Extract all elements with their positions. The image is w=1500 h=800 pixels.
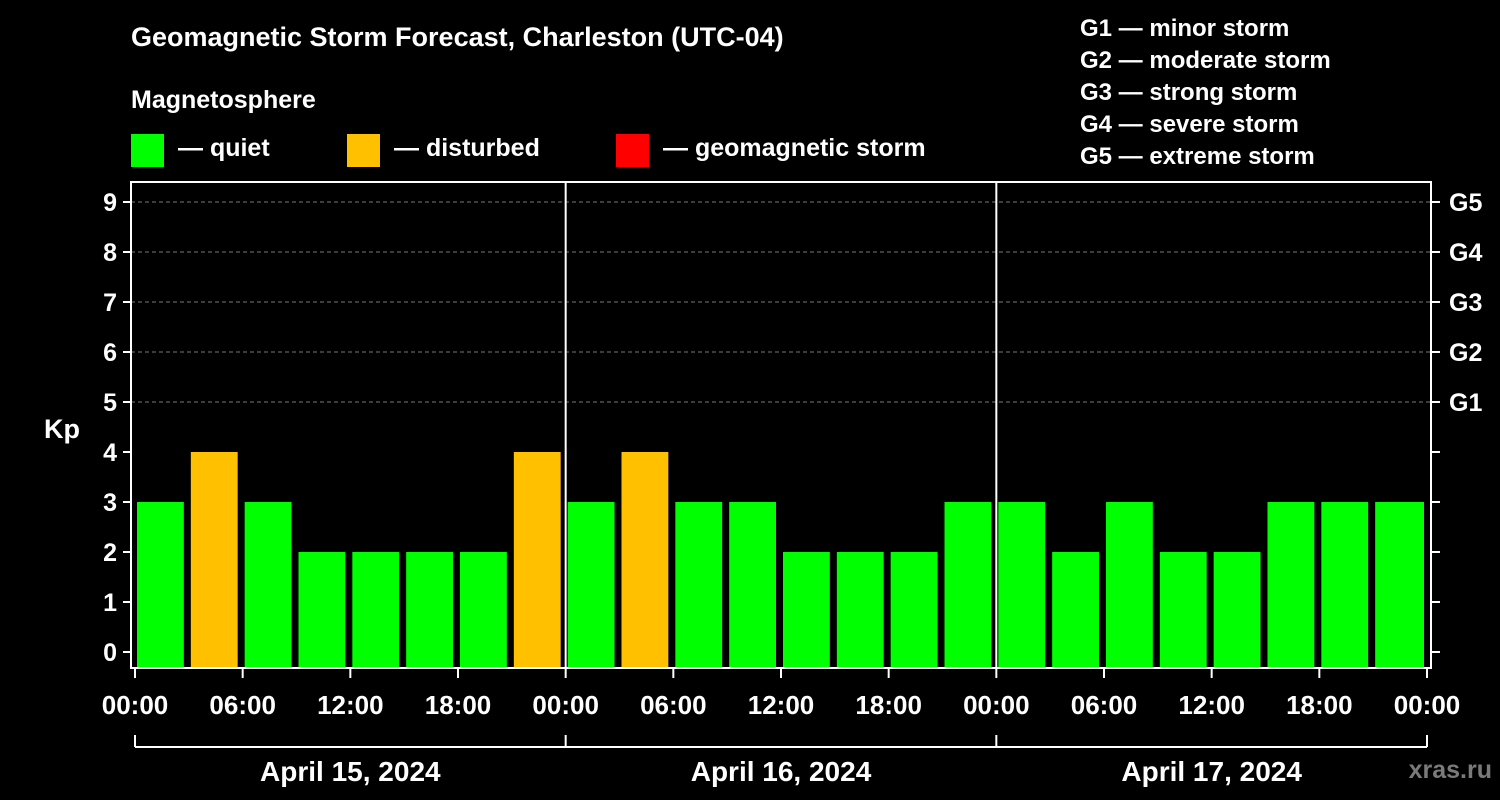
kp-bar — [998, 502, 1046, 668]
x-tick-label: 12:00 — [317, 690, 384, 720]
day-label: April 15, 2024 — [260, 756, 441, 787]
day-label: April 16, 2024 — [691, 756, 872, 787]
kp-bar — [729, 502, 776, 668]
y-tick-label: 5 — [103, 389, 117, 417]
kp-bar — [783, 552, 830, 668]
kp-bar — [352, 552, 400, 668]
storm-level-axis-label: G3 — [1449, 289, 1482, 317]
y-tick-label: 4 — [103, 439, 117, 467]
y-tick-label: 0 — [103, 639, 117, 667]
y-tick-label: 9 — [103, 189, 117, 217]
legend-disturbed-label: — disturbed — [394, 134, 540, 162]
kp-bar — [298, 552, 346, 668]
legend-storm-swatch — [616, 134, 649, 167]
legend-disturbed-swatch — [347, 134, 380, 167]
kp-bar — [513, 452, 561, 668]
y-axis-label: Kp — [44, 414, 80, 444]
kp-bar — [890, 552, 938, 668]
kp-bar — [1052, 552, 1099, 668]
day-label: April 17, 2024 — [1121, 756, 1302, 787]
x-tick-label: 00:00 — [102, 690, 169, 720]
kp-bar — [1321, 502, 1369, 668]
legend-quiet-swatch — [131, 134, 164, 167]
storm-level-g2: G2 — moderate storm — [1080, 47, 1331, 74]
x-tick-label: 00:00 — [532, 690, 599, 720]
kp-bar — [621, 452, 669, 668]
storm-level-g5: G5 — extreme storm — [1080, 143, 1315, 170]
chart-title: Geomagnetic Storm Forecast, Charleston (… — [131, 22, 784, 52]
magnetosphere-title: Magnetosphere — [131, 86, 316, 114]
legend-quiet-label: — quiet — [178, 134, 270, 162]
legend-disturbed: — disturbed — [347, 134, 577, 168]
y-tick-label: 7 — [103, 289, 117, 317]
legend-quiet: — quiet — [131, 134, 331, 168]
storm-level-axis-label: G2 — [1449, 339, 1482, 367]
y-tick-label: 6 — [103, 339, 117, 367]
y-tick-label: 3 — [103, 489, 117, 517]
kp-bar — [1267, 502, 1315, 668]
x-tick-label: 18:00 — [855, 690, 922, 720]
storm-level-g3: G3 — strong storm — [1080, 79, 1298, 106]
kp-bar — [244, 502, 292, 668]
kp-bar — [1213, 552, 1261, 668]
y-tick-label: 8 — [103, 239, 117, 267]
x-tick-label: 00:00 — [963, 690, 1030, 720]
watermark: xras.ru — [1408, 756, 1492, 784]
kp-bar — [190, 452, 238, 668]
kp-bar — [1375, 502, 1424, 668]
x-tick-label: 06:00 — [1071, 690, 1138, 720]
kp-bar — [1106, 502, 1153, 668]
kp-bar — [406, 552, 453, 668]
storm-level-axis-label: G1 — [1449, 389, 1482, 417]
x-tick-label: 12:00 — [748, 690, 815, 720]
y-tick-label: 2 — [103, 539, 117, 567]
x-tick-label: 12:00 — [1178, 690, 1245, 720]
x-tick-label: 18:00 — [425, 690, 492, 720]
kp-bar — [836, 552, 884, 668]
x-tick-label: 06:00 — [209, 690, 276, 720]
storm-level-g1: G1 — minor storm — [1080, 15, 1290, 42]
kp-bar — [137, 502, 184, 668]
x-tick-label: 00:00 — [1394, 690, 1461, 720]
x-tick-label: 18:00 — [1286, 690, 1353, 720]
kp-bar — [1159, 552, 1207, 668]
storm-level-axis-label: G5 — [1449, 189, 1482, 217]
kp-bar — [460, 552, 507, 668]
kp-bar — [567, 502, 615, 668]
storm-level-g4: G4 — severe storm — [1080, 111, 1299, 138]
storm-level-axis-label: G4 — [1449, 239, 1482, 267]
legend-storm: — geomagnetic storm — [616, 134, 956, 168]
x-tick-label: 06:00 — [640, 690, 707, 720]
kp-bar — [944, 502, 992, 668]
y-tick-label: 1 — [103, 589, 117, 617]
legend-storm-label: — geomagnetic storm — [663, 134, 926, 162]
kp-bar — [675, 502, 723, 668]
